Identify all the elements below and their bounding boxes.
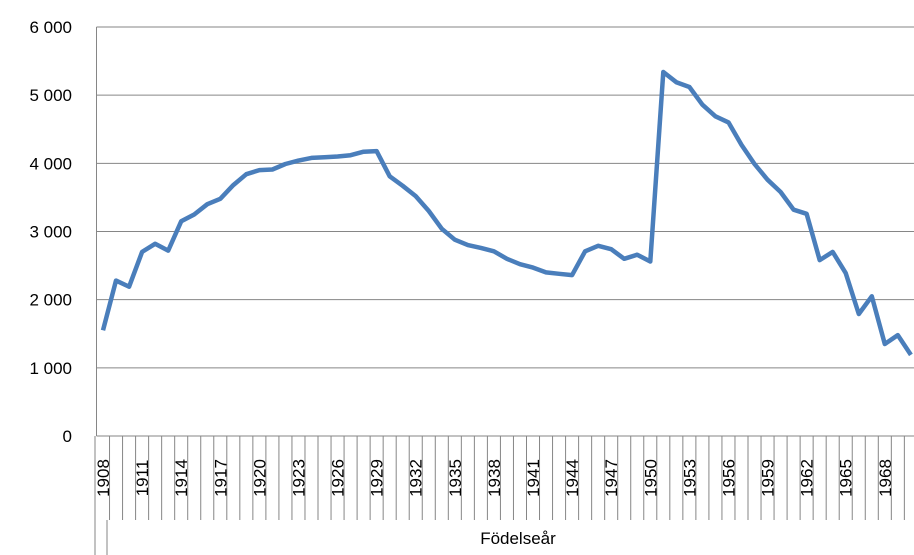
x-tick-label: 1968 xyxy=(876,459,895,497)
y-tick-label: 0 xyxy=(63,427,72,446)
x-tick-label: 1956 xyxy=(719,459,738,497)
x-tick-label: 1914 xyxy=(172,459,191,497)
x-axis-title: Födelseår xyxy=(480,529,556,548)
x-tick-label: 1917 xyxy=(211,459,230,497)
x-tick-label: 1944 xyxy=(563,459,582,497)
x-tick-label: 1926 xyxy=(329,459,348,497)
y-tick-label: 1 000 xyxy=(29,359,72,378)
y-tick-label: 2 000 xyxy=(29,291,72,310)
x-tick-label: 1908 xyxy=(94,459,113,497)
x-tick-label: 1950 xyxy=(641,459,660,497)
y-tick-label: 4 000 xyxy=(29,154,72,173)
x-tick-label: 1959 xyxy=(759,459,778,497)
y-tick-label: 6 000 xyxy=(29,18,72,37)
x-tick-label: 1932 xyxy=(407,459,426,497)
x-tick-label: 1947 xyxy=(602,459,621,497)
x-tick-label: 1923 xyxy=(289,459,308,497)
data-line xyxy=(100,69,913,357)
x-tick-label: 1938 xyxy=(485,459,504,497)
x-tick-label: 1929 xyxy=(368,459,387,497)
x-tick-label: 1965 xyxy=(837,459,856,497)
x-tick-label: 1941 xyxy=(524,459,543,497)
x-tick-label: 1935 xyxy=(446,459,465,497)
x-tick-label: 1911 xyxy=(133,460,152,497)
x-tick-label: 1920 xyxy=(250,459,269,497)
x-tick-label: 1953 xyxy=(680,459,699,497)
y-tick-label: 5 000 xyxy=(29,86,72,105)
x-tick-label: 1962 xyxy=(798,459,817,497)
y-tick-label: 3 000 xyxy=(29,223,72,242)
